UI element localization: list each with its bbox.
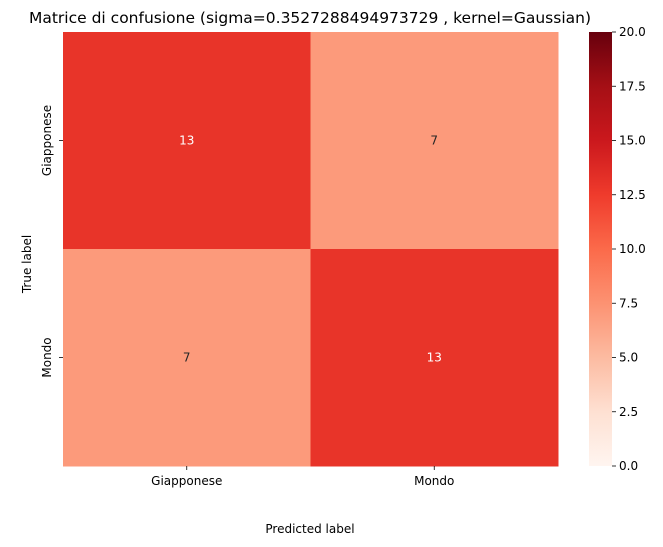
colorbar-tick-label: 2.5 [619, 405, 638, 419]
cell-value-label: 13 [427, 351, 442, 365]
colorbar-tick-label: 5.0 [619, 351, 638, 365]
colorbar-tick-label: 15.0 [619, 134, 646, 148]
heatmap-cell [63, 249, 311, 467]
x-axis-ticks: Giapponese Mondo [151, 466, 454, 488]
y-tick-label: Mondo [40, 337, 54, 377]
heatmap-cell [310, 249, 559, 467]
colorbar-tick-label: 7.5 [619, 296, 638, 310]
colorbar-tick-label: 10.0 [619, 242, 646, 256]
y-axis-label: True label [20, 235, 34, 294]
y-axis-ticks: Giapponese Mondo [40, 105, 63, 378]
heatmap-cell [310, 32, 559, 250]
colorbar-tick-label: 20.0 [619, 25, 646, 39]
x-axis-label: Predicted label [265, 522, 354, 536]
cell-value-label: 13 [179, 134, 194, 148]
y-tick-label: Giapponese [40, 105, 54, 176]
cell-value-label: 7 [183, 351, 191, 365]
x-tick-label: Mondo [414, 474, 454, 488]
colorbar-tick-label: 17.5 [619, 79, 646, 93]
colorbar-tick-label: 0.0 [619, 459, 638, 473]
heatmap-cells: 13 7 7 13 [63, 32, 559, 467]
chart-title: Matrice di confusione (sigma=0.352728849… [29, 9, 591, 27]
colorbar-ticks: 0.0 2.5 5.0 7.5 10.0 12.5 15.0 17.5 20.0 [612, 25, 646, 473]
heatmap-cell [63, 32, 311, 250]
x-tick-label: Giapponese [151, 474, 222, 488]
cell-value-label: 7 [430, 134, 438, 148]
colorbar-tick-label: 12.5 [619, 188, 646, 202]
colorbar [589, 32, 612, 466]
